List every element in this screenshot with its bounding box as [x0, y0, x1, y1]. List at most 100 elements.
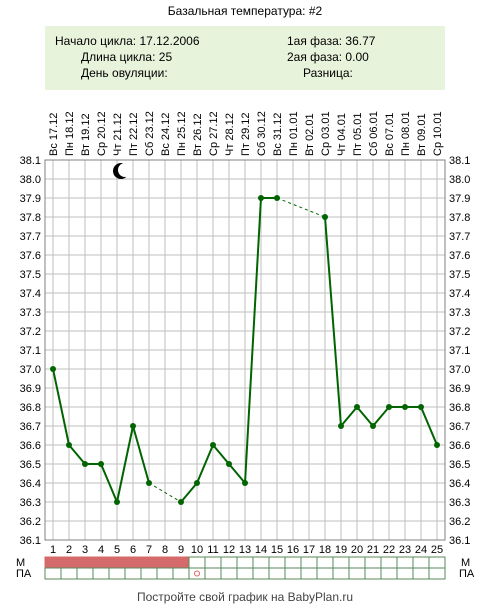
pa-cell — [396, 567, 414, 580]
row-label-m: М — [16, 557, 25, 569]
pa-cell — [204, 567, 222, 580]
day-number: 19 — [335, 544, 347, 556]
date-label: Вт 26.12 — [192, 113, 204, 156]
series-segment — [68, 444, 86, 465]
y-tick-label-right: 36.7 — [449, 421, 470, 433]
series-segment — [212, 444, 230, 465]
day-number: 24 — [415, 544, 427, 556]
series-segment — [196, 444, 214, 484]
y-tick-label-left: 36.1 — [20, 535, 41, 547]
day-number: 20 — [351, 544, 363, 556]
m-cell — [156, 556, 174, 569]
y-tick-label-right: 37.3 — [449, 307, 470, 319]
data-point — [242, 480, 248, 486]
day-number: 13 — [239, 544, 251, 556]
day-number: 16 — [287, 544, 299, 556]
date-label: Ср 27.12 — [208, 111, 220, 156]
data-point — [274, 195, 280, 201]
pa-cell — [252, 567, 270, 580]
day-number: 18 — [319, 544, 331, 556]
data-point — [82, 461, 88, 467]
m-cell — [252, 556, 270, 569]
y-tick-label-left: 36.6 — [20, 440, 41, 452]
phase2-average: 2ая фаза: 0.00 — [287, 50, 369, 64]
m-cell — [76, 556, 94, 569]
series-gap-segment — [148, 482, 182, 503]
cycle-length: Длина цикла: 25 — [81, 50, 173, 64]
series-segment — [116, 425, 134, 503]
m-cell — [60, 556, 78, 569]
pa-cell — [412, 567, 430, 580]
circle-marker-icon — [194, 570, 200, 577]
data-point — [114, 499, 120, 505]
y-tick-label-right: 36.3 — [449, 497, 470, 509]
date-label: Пн 25.12 — [176, 111, 188, 156]
pa-cell — [428, 567, 446, 580]
y-tick-label-left: 37.3 — [20, 307, 41, 319]
y-tick-label-left: 37.5 — [20, 269, 41, 281]
m-cell — [140, 556, 158, 569]
day-number: 4 — [98, 544, 104, 556]
footer-link[interactable]: Постройте свой график на BabyPlan.ru — [136, 590, 354, 604]
date-label: Пт 22.12 — [128, 112, 140, 156]
data-point — [98, 461, 104, 467]
pa-cell — [348, 567, 366, 580]
date-label: Сб 06.01 — [368, 111, 380, 156]
date-label: Пт 05.01 — [352, 112, 364, 156]
m-cell — [412, 556, 430, 569]
data-point — [258, 195, 264, 201]
cycle-start: Начало цикла: 17.12.2006 — [55, 34, 200, 48]
date-label: Вс 24.12 — [160, 113, 172, 156]
y-tick-label-left: 36.3 — [20, 497, 41, 509]
pa-cell — [268, 567, 286, 580]
y-tick-label-right: 37.6 — [449, 250, 470, 262]
date-label: Ср 03.01 — [320, 111, 332, 156]
data-point — [386, 404, 392, 410]
y-tick-label-right: 37.2 — [449, 326, 470, 338]
pa-cell — [332, 567, 350, 580]
day-number: 10 — [191, 544, 203, 556]
data-point — [146, 480, 152, 486]
day-number: 1 — [50, 544, 56, 556]
data-point — [50, 366, 56, 372]
row-label-pa-right: ПА — [459, 568, 475, 580]
day-number: 14 — [255, 544, 267, 556]
data-point — [338, 423, 344, 429]
series-segment — [244, 197, 262, 484]
date-label: Вт 09.01 — [416, 113, 428, 156]
y-tick-label-right: 36.2 — [449, 516, 470, 528]
m-cell — [268, 556, 286, 569]
m-cell — [220, 556, 238, 569]
cycle-info-panel: Начало цикла: 17.12.2006 Длина цикла: 25… — [45, 26, 445, 90]
date-label: Чт 04.01 — [336, 113, 348, 156]
day-number: 11 — [207, 544, 218, 556]
series-segment — [340, 406, 358, 427]
pa-cell — [140, 567, 158, 580]
y-tick-label-right: 37.8 — [449, 212, 470, 224]
m-cell — [396, 556, 414, 569]
m-cell — [188, 556, 206, 569]
series-gap-segment — [276, 197, 326, 218]
y-tick-label-left: 36.2 — [20, 516, 41, 528]
y-tick-label-right: 37.9 — [449, 193, 470, 205]
pa-cell — [300, 567, 318, 580]
day-number: 12 — [223, 544, 235, 556]
y-tick-label-left: 37.4 — [20, 288, 41, 300]
series-segment — [132, 425, 150, 484]
date-label: Чт 21.12 — [112, 113, 124, 156]
series-segment — [180, 482, 198, 503]
y-tick-label-left: 37.6 — [20, 250, 41, 262]
date-label: Пт 29.12 — [240, 112, 252, 156]
y-tick-label-right: 37.0 — [449, 364, 470, 376]
pa-cell — [236, 567, 254, 580]
y-tick-label-right: 38.1 — [449, 155, 470, 167]
series-segment — [52, 368, 70, 446]
m-cell — [204, 556, 222, 569]
data-point — [194, 480, 200, 486]
y-tick-label-left: 37.7 — [20, 231, 41, 243]
date-label: Сб 23.12 — [144, 111, 156, 156]
pa-cell — [108, 567, 126, 580]
data-point — [130, 423, 136, 429]
y-tick-label-left: 37.9 — [20, 193, 41, 205]
date-label: Пн 08.01 — [400, 111, 412, 156]
